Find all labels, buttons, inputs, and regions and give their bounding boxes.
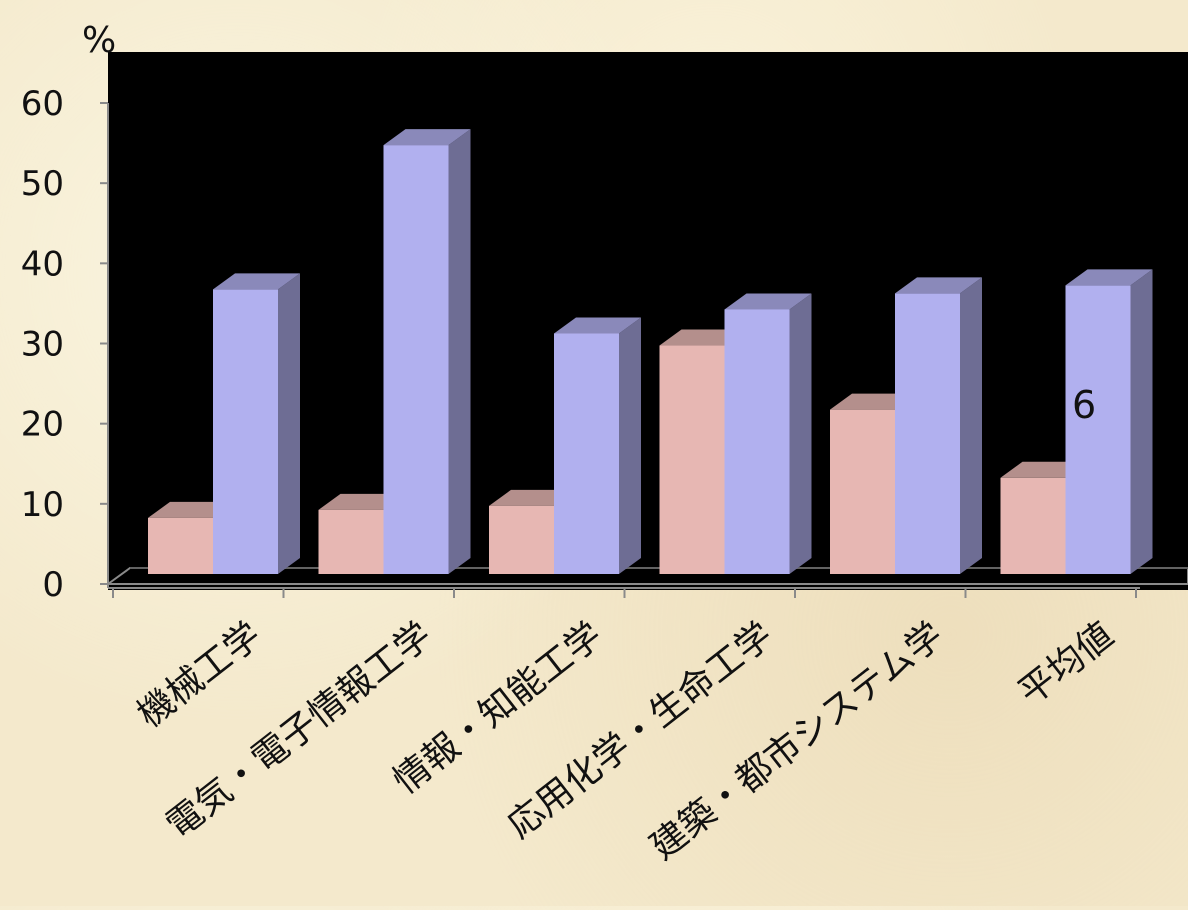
bar-side	[1130, 269, 1153, 574]
bar-top	[724, 293, 812, 310]
bar-top	[383, 129, 471, 146]
bar-top	[895, 277, 982, 294]
bar	[724, 309, 790, 574]
bar	[318, 509, 384, 574]
y-tick-label: 60	[21, 84, 64, 124]
bar	[830, 409, 895, 574]
bar	[554, 333, 619, 574]
bar-side	[619, 317, 641, 574]
bar-top	[213, 273, 300, 290]
y-tick-label: 30	[21, 325, 64, 365]
bar	[213, 289, 278, 574]
bar	[148, 517, 213, 574]
y-tick-label: 0	[42, 565, 64, 605]
bar	[895, 293, 960, 574]
data-annotation: 6	[1072, 383, 1096, 427]
bar	[1000, 477, 1066, 574]
bar	[659, 345, 725, 574]
bar-side	[448, 129, 471, 574]
y-unit-label: %	[82, 20, 116, 61]
bar	[383, 145, 449, 574]
bar-side	[789, 293, 812, 574]
x-tick-label: 建築・都市システム学	[643, 615, 951, 868]
bar-side	[278, 273, 300, 574]
x-tick-label: 機械工学	[130, 615, 269, 736]
y-tick-label: 40	[21, 244, 64, 284]
y-tick-label: 50	[21, 164, 64, 204]
x-tick-label: 平均値	[1011, 615, 1121, 714]
bar	[1065, 285, 1131, 574]
bar	[489, 505, 554, 574]
y-tick-label: 20	[21, 405, 64, 445]
bar-side	[960, 277, 982, 574]
bar-top	[1065, 269, 1153, 286]
bar-top	[554, 317, 641, 334]
y-tick-label: 10	[21, 485, 64, 525]
